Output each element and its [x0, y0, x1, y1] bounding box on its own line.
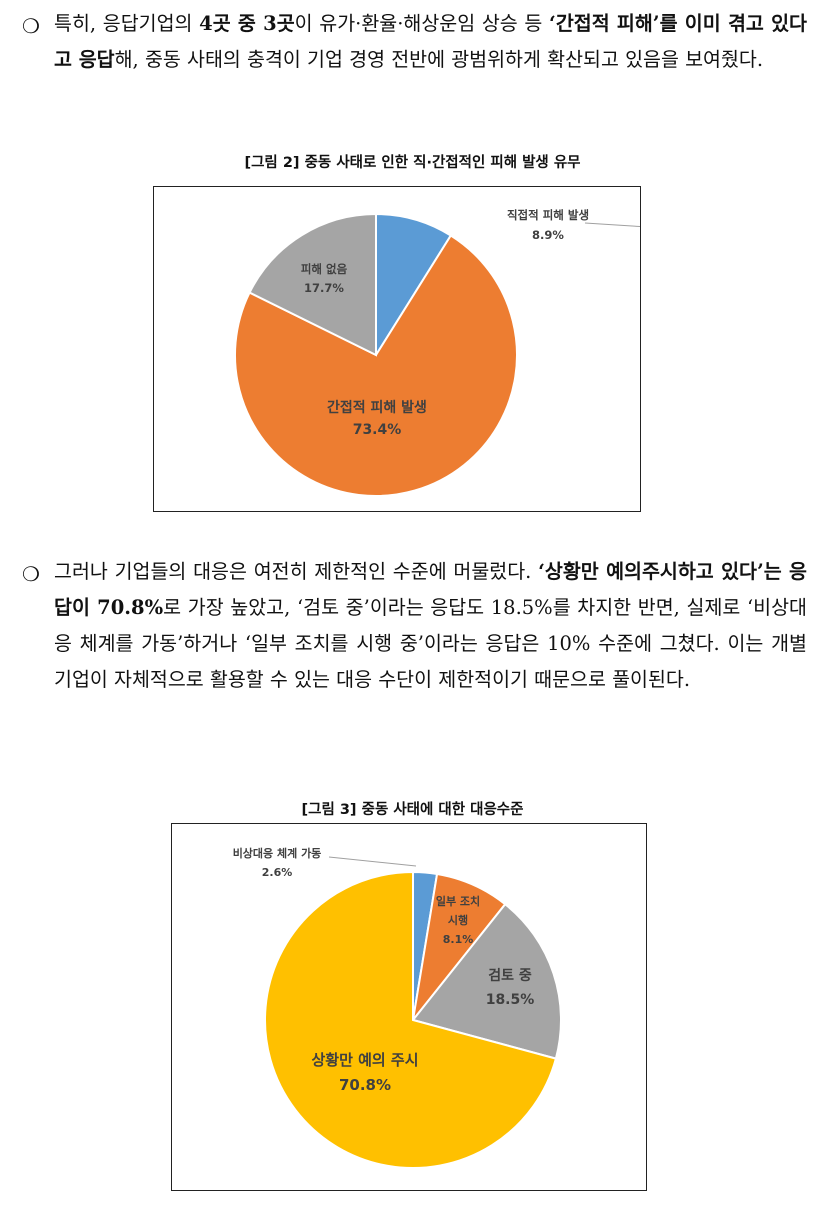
slice-value-indirect: 73.4%	[353, 422, 402, 438]
pie-slice-3	[264, 870, 558, 1169]
slice-value-direct: 8.9%	[532, 228, 564, 242]
body-text: 이 유가·환율·해상운임 상승 등	[294, 12, 550, 35]
slice-value-none: 17.7%	[304, 281, 344, 295]
pie-slice-1	[234, 234, 518, 497]
body-text: 그러나 기업들의 대응은 여전히 제한적인 수준에 머물렀다.	[54, 560, 539, 583]
paragraph-1: ❍ 특히, 응답기업의 4곳 중 3곳이 유가·환율·해상운임 상승 등 ‘간접…	[22, 6, 807, 78]
figure-3-chart: 비상대응 체계 가동 2.6% 일부 조치 시행 8.1% 검토 중 18.5%…	[171, 823, 647, 1191]
body-text: 로 가장 높았고, ‘검토 중’이라는 응답도 18.5%를 차지한 반면, 실…	[54, 596, 807, 691]
paragraph-1-text: 특히, 응답기업의 4곳 중 3곳이 유가·환율·해상운임 상승 등 ‘간접적 …	[54, 6, 807, 78]
pie-chart-3: 비상대응 체계 가동 2.6% 일부 조치 시행 8.1% 검토 중 18.5%…	[233, 846, 562, 1169]
pie-chart-2: 직접적 피해 발생 8.9% 피해 없음 17.7% 간접적 피해 발생 73.…	[234, 208, 640, 497]
leader-line	[584, 222, 640, 228]
figure-2-chart: 직접적 피해 발생 8.9% 피해 없음 17.7% 간접적 피해 발생 73.…	[153, 186, 641, 512]
body-text: 해, 중동 사태의 충격이 기업 경영 전반에 광범위하게 확산되고 있음을 보…	[114, 48, 764, 71]
slice-label-watch: 상황만 예의 주시	[311, 1051, 418, 1069]
slice-label-indirect: 간접적 피해 발생	[327, 399, 427, 416]
slice-label-direct: 직접적 피해 발생	[507, 208, 589, 222]
paragraph-2: ❍ 그러나 기업들의 대응은 여전히 제한적인 수준에 머물렀다. ‘상황만 예…	[22, 554, 807, 698]
paragraph-2-text: 그러나 기업들의 대응은 여전히 제한적인 수준에 머물렀다. ‘상황만 예의주…	[54, 554, 807, 698]
emphasized-text: ‘상황만 예의주시하고 있다’는 응답이 70.8%	[54, 560, 807, 619]
slice-label-review: 검토 중	[488, 967, 532, 984]
slice-label-partial-line2-text: 시행	[448, 913, 468, 927]
body-text: 특히, 응답기업의	[54, 12, 200, 35]
emphasized-text: ‘간접적 피해’를 이미 겪고 있다고 응답	[54, 12, 807, 71]
emphasized-text: 4곳 중 3곳	[199, 12, 295, 35]
leader-line	[328, 856, 417, 867]
pie-slice-2	[411, 902, 562, 1060]
slice-label-emergency: 비상대응 체계 가동	[233, 846, 322, 860]
slice-value-emergency: 2.6%	[262, 866, 293, 879]
slice-label-none: 피해 없음	[301, 262, 348, 276]
slice-label-partial: 일부 조치	[436, 894, 480, 908]
slice-label-partial-line2: 시행	[448, 913, 468, 927]
bullet-icon: ❍	[22, 14, 40, 38]
figure-2-caption: [그림 2] 중동 사태로 인한 직·간접적인 피해 발생 유무	[244, 155, 581, 171]
slice-value-partial: 8.1%	[443, 933, 474, 946]
figure-3-caption: [그림 3] 중동 사태에 대한 대응수준	[301, 802, 524, 818]
slice-label-partial-line1: 일부 조치	[436, 894, 480, 908]
pie-slice-2	[248, 212, 377, 357]
slice-value-watch: 70.8%	[339, 1076, 391, 1094]
slice-value-review: 18.5%	[486, 992, 535, 1008]
bullet-icon: ❍	[22, 562, 40, 586]
